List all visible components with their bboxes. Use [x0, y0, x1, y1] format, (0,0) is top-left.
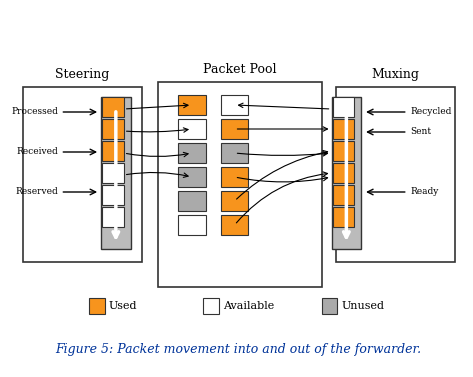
Text: Used: Used	[109, 301, 138, 311]
FancyArrowPatch shape	[238, 103, 329, 109]
FancyBboxPatch shape	[178, 95, 206, 115]
FancyBboxPatch shape	[221, 119, 248, 139]
FancyBboxPatch shape	[221, 143, 248, 163]
FancyBboxPatch shape	[221, 191, 248, 211]
FancyArrowPatch shape	[236, 150, 328, 199]
Text: Processed: Processed	[11, 107, 59, 116]
FancyBboxPatch shape	[333, 163, 354, 183]
FancyBboxPatch shape	[101, 97, 131, 249]
Text: Figure 5: Packet movement into and out of the forwarder.: Figure 5: Packet movement into and out o…	[55, 342, 421, 356]
FancyBboxPatch shape	[221, 167, 248, 187]
FancyArrowPatch shape	[236, 172, 327, 223]
Text: Steering: Steering	[55, 68, 109, 81]
FancyBboxPatch shape	[221, 95, 248, 115]
FancyBboxPatch shape	[178, 143, 206, 163]
FancyArrowPatch shape	[126, 128, 188, 132]
FancyArrowPatch shape	[237, 152, 327, 156]
FancyBboxPatch shape	[178, 215, 206, 235]
FancyBboxPatch shape	[102, 163, 124, 183]
FancyBboxPatch shape	[178, 191, 206, 211]
FancyBboxPatch shape	[332, 97, 361, 249]
Text: Packet Pool: Packet Pool	[203, 63, 277, 76]
FancyArrowPatch shape	[237, 127, 327, 131]
Text: Sent: Sent	[411, 127, 432, 136]
Text: Received: Received	[17, 147, 59, 156]
Text: Unused: Unused	[342, 301, 385, 311]
FancyBboxPatch shape	[89, 298, 105, 314]
FancyBboxPatch shape	[102, 119, 124, 139]
FancyBboxPatch shape	[333, 185, 354, 205]
FancyBboxPatch shape	[322, 298, 337, 314]
Text: Ready: Ready	[411, 187, 439, 196]
FancyBboxPatch shape	[23, 87, 141, 262]
FancyBboxPatch shape	[102, 185, 124, 205]
FancyBboxPatch shape	[102, 207, 124, 227]
FancyBboxPatch shape	[102, 141, 124, 161]
Text: Recycled: Recycled	[411, 107, 452, 116]
FancyArrowPatch shape	[237, 176, 328, 182]
FancyBboxPatch shape	[333, 97, 354, 117]
FancyArrowPatch shape	[126, 103, 188, 109]
FancyBboxPatch shape	[333, 207, 354, 227]
FancyArrowPatch shape	[126, 172, 188, 177]
FancyBboxPatch shape	[336, 87, 455, 262]
Text: Muxing: Muxing	[372, 68, 420, 81]
FancyBboxPatch shape	[158, 82, 322, 287]
FancyBboxPatch shape	[221, 215, 248, 235]
FancyBboxPatch shape	[333, 119, 354, 139]
FancyBboxPatch shape	[102, 97, 124, 117]
Text: Available: Available	[223, 301, 274, 311]
FancyBboxPatch shape	[203, 298, 219, 314]
FancyBboxPatch shape	[178, 119, 206, 139]
Text: Reserved: Reserved	[16, 187, 59, 196]
FancyBboxPatch shape	[333, 141, 354, 161]
FancyBboxPatch shape	[178, 167, 206, 187]
FancyArrowPatch shape	[126, 152, 188, 157]
